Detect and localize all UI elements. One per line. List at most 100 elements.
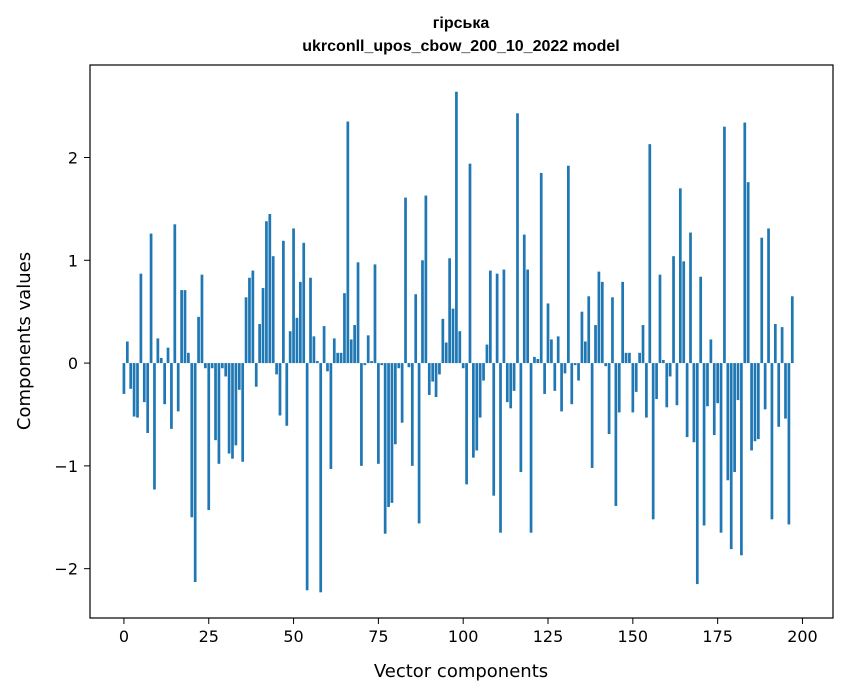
bar xyxy=(448,258,451,364)
bar xyxy=(526,269,530,364)
bar xyxy=(546,303,550,364)
bar xyxy=(729,363,733,550)
bar xyxy=(254,363,258,387)
bar xyxy=(282,240,285,364)
bar xyxy=(740,363,743,556)
y-tick-label: 0 xyxy=(68,354,78,373)
bar xyxy=(709,339,713,364)
x-tick-label: 100 xyxy=(448,627,479,646)
y-tick-label: 1 xyxy=(68,251,78,270)
bar xyxy=(295,317,299,364)
bar xyxy=(617,363,621,413)
bar xyxy=(163,363,166,405)
bar xyxy=(536,358,540,364)
bar xyxy=(651,363,655,520)
x-tick-label: 125 xyxy=(533,627,564,646)
bar xyxy=(356,262,360,364)
bar xyxy=(485,344,489,364)
bar xyxy=(400,363,404,423)
bar xyxy=(461,363,465,369)
bar xyxy=(604,363,608,367)
bar xyxy=(231,363,234,459)
bar xyxy=(455,91,458,364)
bar xyxy=(315,361,319,364)
bar xyxy=(360,363,363,466)
bar xyxy=(465,363,468,485)
bar xyxy=(268,214,272,364)
bar xyxy=(302,242,306,364)
bar xyxy=(444,342,448,364)
bar xyxy=(662,360,665,364)
bar xyxy=(387,363,390,507)
bar xyxy=(298,281,302,364)
bar xyxy=(336,352,340,364)
bar xyxy=(441,318,445,364)
bar xyxy=(366,335,370,364)
bar xyxy=(153,363,156,490)
bar xyxy=(312,336,316,364)
bar xyxy=(638,352,641,364)
bar xyxy=(271,256,275,364)
bar xyxy=(753,363,757,442)
bar xyxy=(390,363,394,503)
bar xyxy=(757,363,760,440)
bar xyxy=(458,331,462,364)
bar xyxy=(349,339,353,364)
bar xyxy=(343,293,346,364)
bar xyxy=(241,363,245,462)
bar xyxy=(220,363,224,369)
bar xyxy=(414,294,418,364)
bar xyxy=(706,363,709,407)
bar xyxy=(261,288,265,364)
bar xyxy=(217,363,221,464)
bar xyxy=(227,363,231,454)
bar xyxy=(190,363,194,518)
bar xyxy=(770,363,774,520)
bar xyxy=(200,274,204,364)
bar xyxy=(702,363,706,526)
bar xyxy=(787,363,791,525)
bar xyxy=(417,363,421,524)
bar xyxy=(248,277,251,364)
bar xyxy=(685,363,689,438)
x-tick-label: 150 xyxy=(618,627,649,646)
bar xyxy=(427,363,431,395)
bar xyxy=(197,316,200,364)
bar xyxy=(472,363,475,458)
bar xyxy=(170,363,173,429)
bar xyxy=(600,281,604,364)
bar xyxy=(577,363,580,381)
bar xyxy=(203,363,207,369)
bar xyxy=(482,363,485,381)
bar xyxy=(519,363,523,473)
x-tick-label: 50 xyxy=(283,627,303,646)
bar xyxy=(322,326,326,364)
bar xyxy=(492,363,496,496)
bar xyxy=(156,338,160,364)
bar xyxy=(339,352,343,364)
bar xyxy=(136,363,139,418)
bar xyxy=(726,363,730,481)
bar xyxy=(597,271,601,364)
bar xyxy=(488,270,492,364)
bar xyxy=(719,363,723,533)
y-tick-label: −1 xyxy=(54,457,78,476)
bar xyxy=(478,363,482,418)
bar xyxy=(353,325,356,364)
bar xyxy=(309,277,312,364)
bar xyxy=(624,352,628,364)
bar xyxy=(332,338,336,364)
bar xyxy=(672,256,675,364)
bar xyxy=(499,363,502,533)
plot-frame xyxy=(89,64,834,619)
bar xyxy=(760,237,764,364)
bar xyxy=(258,324,261,364)
bar xyxy=(733,363,736,473)
bar xyxy=(655,363,658,400)
bar xyxy=(634,363,638,392)
x-tick-label: 0 xyxy=(119,627,129,646)
bar xyxy=(682,261,686,364)
bar xyxy=(319,363,323,593)
bar xyxy=(512,363,516,391)
bar xyxy=(210,363,214,369)
